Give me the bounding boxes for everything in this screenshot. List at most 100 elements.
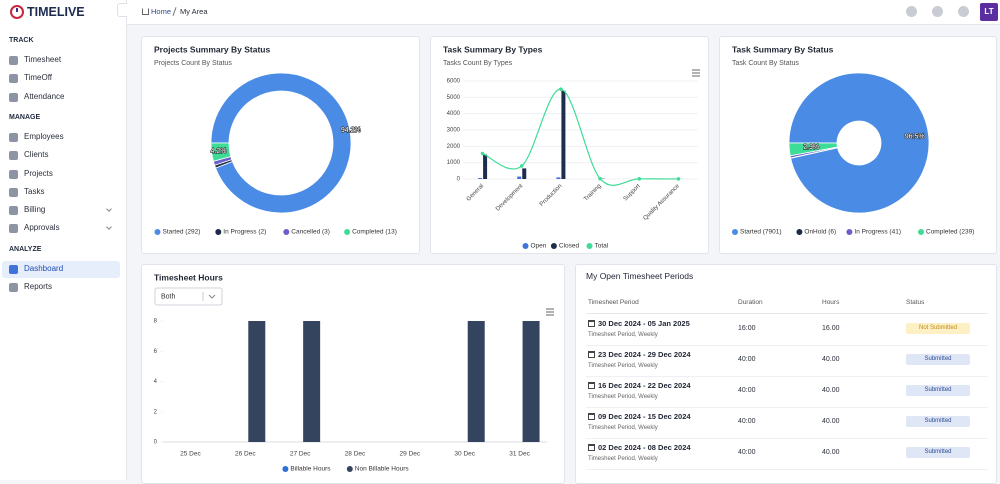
- legend-marker: [551, 243, 557, 249]
- chart-title: Projects Summary By Status: [154, 44, 270, 54]
- line-series: [483, 89, 679, 185]
- period-detail: Timesheet Period, Weekly: [588, 363, 658, 369]
- y-tick-label: 3000: [447, 128, 461, 134]
- period-detail: Timesheet Period, Weekly: [588, 456, 658, 462]
- line-point: [637, 177, 641, 181]
- chart-subtitle: Tasks Count By Types: [443, 60, 513, 67]
- legend-marker: [587, 243, 593, 249]
- period[interactable]: 09 Dec 2024 - 15 Dec 2024: [598, 412, 691, 421]
- line-point: [520, 164, 524, 168]
- legend-label: OnHold (6): [804, 229, 836, 236]
- row-rule: [586, 438, 988, 439]
- data-label: 96.5%: [905, 134, 925, 141]
- legend-marker: [282, 466, 288, 472]
- chart: Projects Summary By Status Projects Count…: [142, 37, 420, 254]
- status-badge: Submitted: [906, 354, 970, 365]
- line-point: [481, 152, 485, 156]
- period[interactable]: 30 Dec 2024 - 05 Jan 2025: [598, 319, 690, 328]
- period[interactable]: 23 Dec 2024 - 29 Dec 2024: [598, 350, 691, 359]
- x-tick-label: Development: [495, 183, 524, 212]
- chart-panel: Projects Summary By Status Projects Count…: [141, 36, 420, 254]
- legend-marker: [283, 229, 289, 235]
- legend-label: Completed (13): [352, 229, 397, 236]
- chart-title: Task Summary By Status: [732, 44, 834, 54]
- legend-label: In Progress (2): [223, 229, 266, 236]
- legend-label: Open: [531, 243, 547, 250]
- chart-title: Timesheet Hours: [154, 272, 223, 282]
- y-tick-label: 4: [154, 379, 158, 385]
- legend-marker: [347, 466, 353, 472]
- bar: [523, 321, 540, 442]
- filter-dropdown[interactable]: Both: [155, 288, 222, 305]
- x-tick-label: 26 Dec: [235, 451, 256, 458]
- line-point: [598, 177, 602, 181]
- y-tick-label: 2000: [447, 144, 461, 150]
- row-rule: [586, 345, 988, 346]
- row-rule: [586, 469, 988, 470]
- legend-label: Started (7901): [740, 229, 782, 236]
- bar: [561, 91, 565, 179]
- duration: 40:00: [738, 418, 756, 425]
- dropdown-value: Both: [161, 293, 176, 300]
- status-badge: Submitted: [906, 447, 970, 458]
- column-header: Status: [906, 299, 924, 306]
- legend-marker: [155, 229, 161, 235]
- legend-marker: [344, 229, 350, 235]
- hours: 40.00: [822, 449, 840, 456]
- legend-marker: [523, 243, 529, 249]
- bar: [478, 178, 482, 179]
- period[interactable]: 02 Dec 2024 - 08 Dec 2024: [598, 443, 691, 452]
- calendar-icon: [588, 413, 595, 420]
- legend-label: In Progress (41): [854, 229, 901, 236]
- y-tick-label: 8: [154, 319, 158, 325]
- period[interactable]: 16 Dec 2024 - 22 Dec 2024: [598, 381, 691, 390]
- x-tick-label: Support: [623, 183, 642, 202]
- x-tick-label: Production: [539, 183, 564, 208]
- bar: [556, 177, 560, 179]
- data-label: 4.2%: [211, 148, 227, 155]
- y-tick-label: 6000: [447, 79, 461, 85]
- bar: [468, 321, 485, 442]
- y-tick-label: 0: [154, 440, 158, 446]
- bar: [248, 321, 265, 442]
- y-tick-label: 6: [154, 349, 158, 355]
- calendar-icon: [588, 382, 595, 389]
- bar: [517, 177, 521, 179]
- hours: 40.00: [822, 418, 840, 425]
- x-tick-label: Training: [583, 183, 602, 202]
- period-detail: Timesheet Period, Weekly: [588, 332, 658, 338]
- x-tick-label: General: [466, 183, 485, 202]
- chart: Task Summary By Types Tasks Count By Type…: [431, 37, 709, 254]
- hours: 40.00: [822, 356, 840, 363]
- chart-subtitle: Projects Count By Status: [154, 60, 232, 67]
- legend-label: Total: [595, 243, 609, 250]
- x-tick-label: 27 Dec: [290, 451, 311, 458]
- chart-title: Task Summary By Types: [443, 44, 543, 54]
- calendar-icon: [588, 320, 595, 327]
- row-rule: [586, 407, 988, 408]
- legend-label: Completed (239): [926, 229, 974, 236]
- bar: [522, 168, 526, 179]
- data-label: 2.9%: [803, 144, 819, 151]
- column-header: Timesheet Period: [588, 299, 639, 306]
- column-header: Hours: [822, 299, 839, 306]
- period-detail: Timesheet Period, Weekly: [588, 394, 658, 400]
- column-header: Duration: [738, 299, 763, 306]
- donut-slice: [211, 73, 351, 213]
- legend-marker: [846, 229, 852, 235]
- legend-label: Started (292): [163, 229, 201, 236]
- x-tick-label: Quality Assurance: [643, 183, 682, 222]
- y-tick-label: 0: [457, 177, 461, 183]
- y-tick-label: 5000: [447, 95, 461, 101]
- legend-marker: [796, 229, 802, 235]
- x-tick-label: 25 Dec: [180, 451, 201, 458]
- line-point: [559, 87, 563, 91]
- period-detail: Timesheet Period, Weekly: [588, 425, 658, 431]
- duration: 40:00: [738, 387, 756, 394]
- x-tick-label: 31 Dec: [509, 451, 530, 458]
